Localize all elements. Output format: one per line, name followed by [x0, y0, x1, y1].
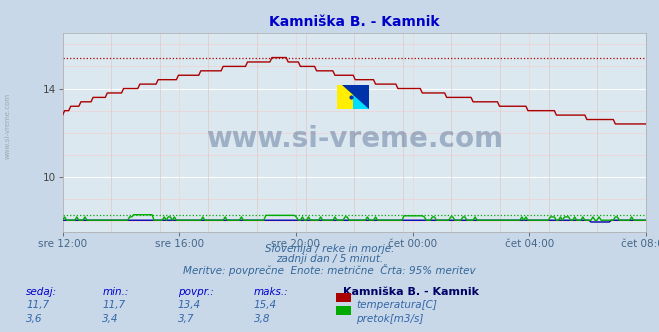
Text: 3,8: 3,8 [254, 314, 270, 324]
Bar [337, 85, 353, 109]
Text: maks.:: maks.: [254, 287, 289, 297]
Text: www.si-vreme.com: www.si-vreme.com [206, 125, 503, 153]
Text: 11,7: 11,7 [26, 300, 49, 310]
Text: pretok[m3/s]: pretok[m3/s] [356, 314, 423, 324]
Text: sedaj:: sedaj: [26, 287, 57, 297]
Text: temperatura[C]: temperatura[C] [356, 300, 437, 310]
Text: 3,4: 3,4 [102, 314, 119, 324]
Text: 11,7: 11,7 [102, 300, 125, 310]
Text: Meritve: povprečne  Enote: metrične  Črta: 95% meritev: Meritve: povprečne Enote: metrične Črta:… [183, 264, 476, 276]
Text: 13,4: 13,4 [178, 300, 201, 310]
Text: Kamniška B. - Kamnik: Kamniška B. - Kamnik [343, 287, 478, 297]
Text: povpr.:: povpr.: [178, 287, 214, 297]
Text: www.si-vreme.com: www.si-vreme.com [5, 93, 11, 159]
Text: 3,6: 3,6 [26, 314, 43, 324]
Text: min.:: min.: [102, 287, 129, 297]
Text: 3,7: 3,7 [178, 314, 194, 324]
Title: Kamniška B. - Kamnik: Kamniška B. - Kamnik [269, 15, 440, 29]
Text: 15,4: 15,4 [254, 300, 277, 310]
Text: zadnji dan / 5 minut.: zadnji dan / 5 minut. [276, 254, 383, 264]
Text: Slovenija / reke in morje.: Slovenija / reke in morje. [265, 244, 394, 254]
Bar [353, 85, 370, 109]
Polygon shape [341, 85, 370, 109]
